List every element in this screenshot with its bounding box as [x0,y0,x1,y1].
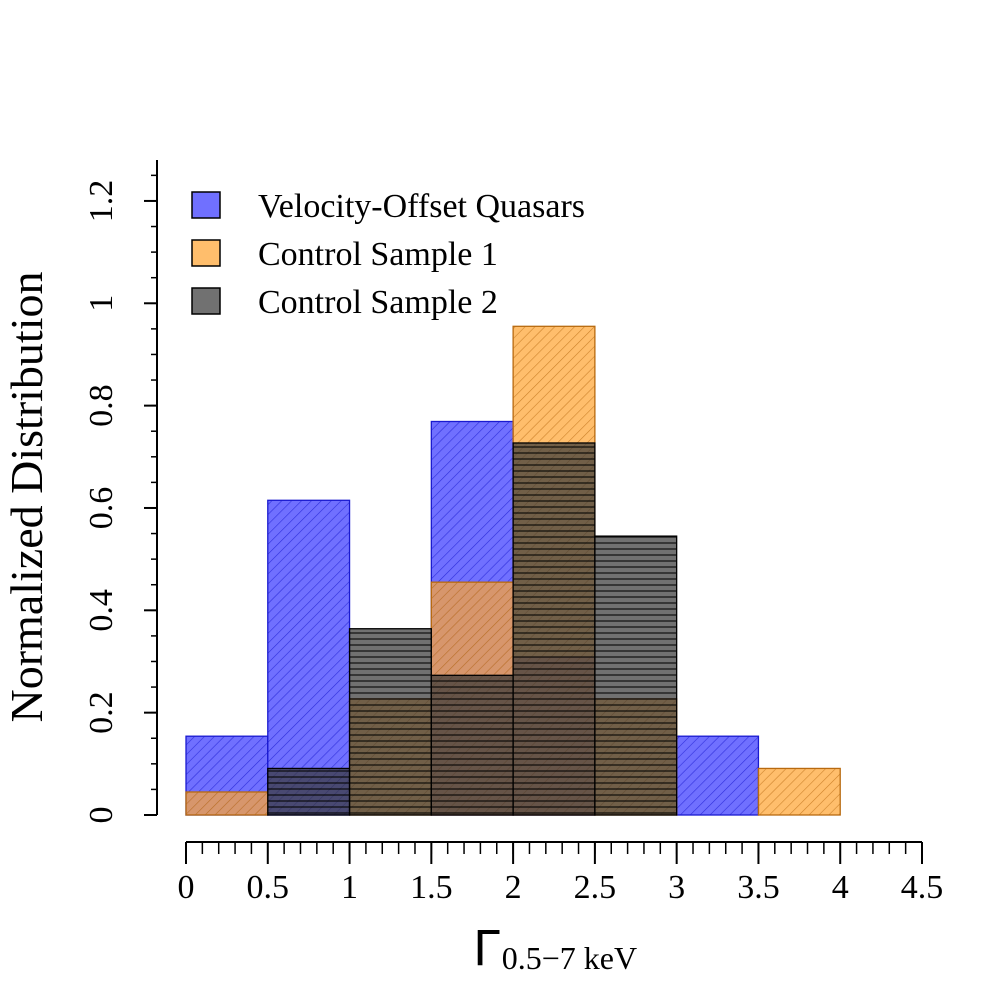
legend-swatch [191,287,221,315]
bar-outline [348,628,432,816]
y-axis-label: Normalized Distribution [1,272,52,723]
x-tick-label: 4.5 [901,869,944,906]
legend-swatch [191,239,221,267]
x-axis-label-subscript: 0.5−7 keV [502,940,637,976]
y-tick-label: 1.2 [83,180,120,223]
x-tick-label: 3 [668,869,685,906]
legend-swatch [191,191,221,219]
y-axis: 0 0.2 0.4 0.6 0.8 1 1.2 [83,160,158,824]
bar-outline [185,791,269,816]
series-3 [267,442,678,816]
x-axis: 0 0.5 1 1.5 2 2.5 3 3.5 4 4.5 [178,841,944,906]
y-tick-label: 0.6 [83,487,120,530]
x-tick-label: 2.5 [574,869,617,906]
legend-item: Control Sample 1 [191,236,498,273]
x-tick-label: 1.5 [410,869,453,906]
y-tick-label: 0.8 [83,384,120,427]
x-tick-label: 0 [178,869,195,906]
x-tick-label: 2 [505,869,522,906]
legend-label: Control Sample 1 [258,236,498,273]
bar-outline [512,442,596,816]
bar-outline [676,735,760,816]
bar-outline [594,535,678,816]
bar-outline [267,767,351,816]
x-axis-label: Γ0.5−7 keV [473,921,637,977]
bars-layer [185,325,841,816]
bar-outline [430,674,514,816]
y-tick-label: 0 [83,807,120,824]
x-axis-label-symbol: Γ [473,921,500,977]
y-tick-label: 0.2 [83,691,120,734]
legend-item: Velocity-Offset Quasars [191,188,585,225]
x-tick-label: 3.5 [737,869,780,906]
y-tick-label: 0.4 [83,589,120,632]
bar-outline [757,767,841,816]
x-tick-label: 1 [341,869,358,906]
legend: Velocity-Offset Quasars Control Sample 1 C… [191,188,585,321]
legend-label: Velocity-Offset Quasars [258,188,585,225]
x-tick-label: 0.5 [247,869,290,906]
x-tick-label: 4 [832,869,849,906]
legend-label: Control Sample 2 [258,284,498,321]
y-tick-label: 1 [83,295,120,312]
legend-item: Control Sample 2 [191,284,498,321]
